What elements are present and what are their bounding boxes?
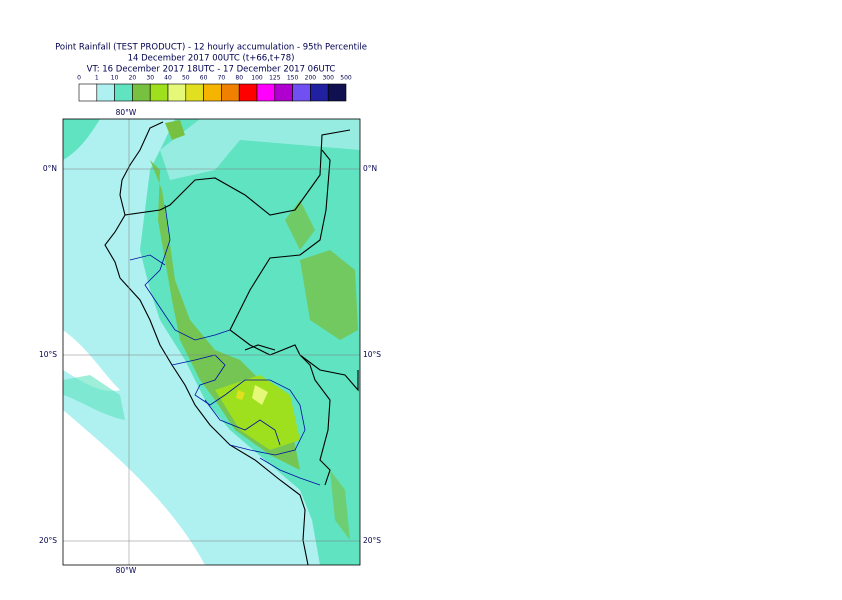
lat-label: 10°S [363, 350, 381, 359]
legend-label: 10 [111, 75, 119, 82]
legend-label: 200 [305, 75, 317, 82]
legend-label: 30 [146, 75, 154, 82]
legend: 0 1 10 20 30 40 50 60 70 80 100 125 150 200 300 500 [77, 75, 352, 102]
legend-swatch [203, 83, 222, 102]
legend-swatch [114, 83, 133, 102]
legend-label: 80 [235, 75, 243, 82]
lat-label: 20°S [363, 536, 381, 545]
legend-swatch [292, 83, 311, 102]
lat-label: 0°N [363, 164, 377, 173]
legend-swatch [149, 83, 169, 102]
lon-label: 80°W [116, 566, 137, 575]
legend-swatch [96, 83, 115, 102]
title-line: Point Rainfall (TEST PRODUCT) - 12 hourl… [55, 43, 367, 53]
legend-label: 0 [77, 75, 81, 82]
legend-swatch [327, 83, 347, 102]
legend-swatch [185, 83, 204, 102]
legend-swatch [256, 83, 276, 102]
title-line: VT: 16 December 2017 18UTC - 17 December… [87, 65, 336, 75]
lat-label: 20°S [39, 536, 57, 545]
legend-label: 50 [182, 75, 190, 82]
legend-label: 40 [164, 75, 172, 82]
title-line: 14 December 2017 00UTC (t+66,t+78) [128, 54, 295, 64]
legend-label: 70 [218, 75, 226, 82]
legend-label: 20 [129, 75, 137, 82]
legend-label: 100 [251, 75, 263, 82]
legend-swatch [221, 83, 240, 102]
legend-swatch [132, 83, 151, 102]
legend-swatch [238, 83, 258, 102]
legend-label: 500 [340, 75, 352, 82]
legend-label: 60 [200, 75, 208, 82]
legend-swatch [167, 83, 187, 102]
lon-label: 80°W [116, 108, 137, 117]
lat-label: 10°S [39, 350, 57, 359]
legend-label: 125 [269, 75, 281, 82]
legend-swatch [274, 83, 293, 102]
legend-swatch [78, 83, 98, 102]
legend-swatch [310, 83, 329, 102]
legend-label: 300 [322, 75, 334, 82]
legend-label: 1 [95, 75, 99, 82]
lat-label: 0°N [43, 164, 57, 173]
map [63, 119, 360, 565]
legend-label: 150 [287, 75, 299, 82]
map-frame [62, 118, 361, 566]
